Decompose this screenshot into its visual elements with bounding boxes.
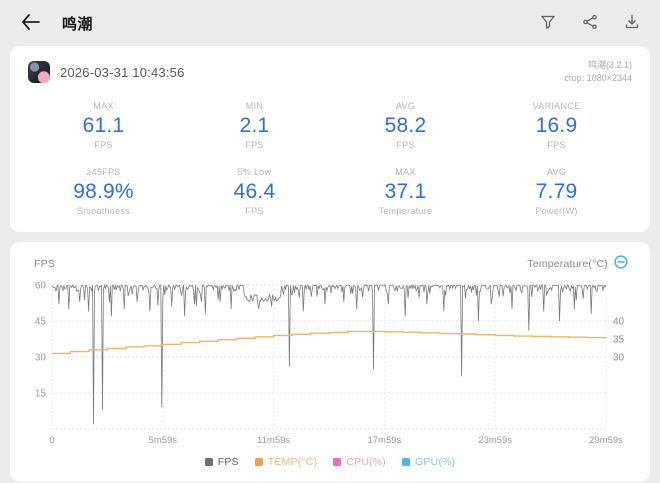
chart-plot-area[interactable]: 60 45 30 15 40 35 30 0 5m59s 11m59s 17m59s 23m59s 29… (26, 275, 634, 454)
stat-label: VARIANCE (532, 101, 581, 112)
app-version-label: 鸣潮(3.2.1) (587, 60, 632, 70)
stats-row-2: ≥45FPS 98.9% Smoothness 5% Low 46.4 FPS … (28, 167, 632, 216)
stat-min-fps: MIN 2.1 FPS (179, 101, 330, 150)
stat-label: MAX (395, 167, 416, 178)
page-title: 鸣潮 (62, 15, 94, 33)
download-icon (624, 14, 640, 33)
chart-header: FPS Temperature(°C) (26, 254, 634, 271)
chart-header-right: Temperature(°C) (527, 255, 628, 272)
stat-unit: FPS (396, 140, 415, 151)
legend-item-tempc[interactable]: TEMP(°C) (254, 456, 318, 469)
svg-text:45: 45 (35, 317, 47, 328)
crop-info-label: crop: 1080×2344 (564, 73, 632, 84)
svg-text:30: 30 (613, 353, 625, 364)
stat-value: 7.79 (535, 180, 578, 204)
stat-value: 37.1 (384, 180, 427, 204)
stat-value: 16.9 (535, 114, 578, 138)
stat-unit: Temperature (378, 206, 433, 217)
temperature-toggle-button[interactable] (613, 255, 628, 272)
left-axis-title: FPS (34, 257, 56, 270)
stat-unit: FPS (245, 140, 264, 151)
stat-value: 58.2 (384, 114, 427, 138)
session-meta: 鸣潮(3.2.1) crop: 1080×2344 (564, 59, 632, 85)
filter-icon (540, 14, 556, 33)
legend-swatch-icon (333, 458, 342, 467)
game-avatar (28, 61, 50, 84)
session-stats-card: 2026-03-31 10:43:56 鸣潮(3.2.1) crop: 1080… (10, 46, 650, 233)
stat-smoothness: ≥45FPS 98.9% Smoothness (28, 167, 179, 216)
stat-label: ≥45FPS (86, 167, 121, 178)
download-button[interactable] (622, 13, 642, 33)
svg-text:17m59s: 17m59s (367, 435, 401, 446)
stat-avg-power: AVG 7.79 Power(W) (481, 167, 632, 216)
topbar: 鸣潮 (0, 0, 660, 46)
circled-minus-icon (613, 255, 628, 272)
stat-variance: VARIANCE 16.9 FPS (481, 101, 632, 150)
stat-label: MAX (93, 101, 114, 112)
stat-label: MIN (245, 101, 264, 112)
stat-value: 2.1 (239, 114, 270, 138)
stat-unit: FPS (547, 140, 566, 151)
legend-label: CPU(%) (346, 456, 386, 469)
legend-label: FPS (217, 456, 239, 469)
legend-item-cpu[interactable]: CPU(%) (333, 456, 386, 468)
svg-text:11m59s: 11m59s (257, 435, 290, 446)
legend-item-gpu[interactable]: GPU(%) (401, 456, 456, 469)
fps-chart-card: FPS Temperature(°C) 60 45 30 15 40 35 30 0 5m59s… (10, 242, 650, 483)
stat-unit: FPS (245, 206, 264, 217)
share-button[interactable] (580, 13, 600, 33)
stat-5pct-low: 5% Low 46.4 FPS (179, 167, 330, 216)
legend-item-fps[interactable]: FPS (204, 456, 239, 469)
legend-label: GPU(%) (414, 456, 456, 469)
stat-label: AVG (395, 101, 416, 112)
svg-text:35: 35 (613, 335, 625, 346)
topbar-actions (538, 13, 642, 33)
svg-text:60: 60 (35, 281, 47, 292)
legend-swatch-icon (204, 458, 213, 467)
stats-row-1: MAX 61.1 FPS MIN 2.1 FPS AVG 58.2 FPS VA… (28, 101, 632, 150)
stat-label: AVG (546, 167, 567, 178)
stat-unit: Power(W) (535, 206, 578, 217)
svg-text:30: 30 (35, 353, 47, 364)
chart-legend: FPS TEMP(°C) CPU(%) GPU(%) (26, 456, 634, 468)
stat-value: 98.9% (73, 180, 134, 204)
stat-avg-fps: AVG 58.2 FPS (330, 101, 481, 150)
performance-chart: 60 45 30 15 40 35 30 0 5m59s 11m59s 17m59s 23m59s 29… (35, 281, 625, 447)
back-arrow-icon (21, 13, 40, 33)
svg-text:29m59s: 29m59s (589, 435, 623, 446)
svg-text:23m59s: 23m59s (478, 435, 512, 446)
filter-button[interactable] (538, 13, 558, 33)
session-header: 2026-03-31 10:43:56 鸣潮(3.2.1) crop: 1080… (28, 59, 632, 85)
legend-swatch-icon (254, 458, 263, 467)
stat-unit: Smoothness (76, 206, 131, 217)
svg-text:0: 0 (49, 435, 54, 446)
stat-label: 5% Low (237, 167, 272, 178)
legend-label: TEMP(°C) (267, 456, 318, 469)
stat-max-temperature: MAX 37.1 Temperature (330, 167, 481, 216)
share-icon (582, 14, 598, 33)
stat-unit: FPS (94, 140, 113, 151)
svg-text:40: 40 (613, 317, 625, 328)
svg-text:15: 15 (35, 389, 47, 400)
session-timestamp: 2026-03-31 10:43:56 (60, 64, 185, 80)
right-axis-title: Temperature(°C) (527, 257, 608, 270)
svg-text:5m59s: 5m59s (149, 435, 178, 446)
stat-value: 61.1 (82, 114, 125, 138)
stat-max-fps: MAX 61.1 FPS (28, 101, 179, 150)
legend-swatch-icon (401, 458, 410, 467)
stat-value: 46.4 (233, 180, 276, 204)
back-button[interactable] (16, 9, 44, 37)
